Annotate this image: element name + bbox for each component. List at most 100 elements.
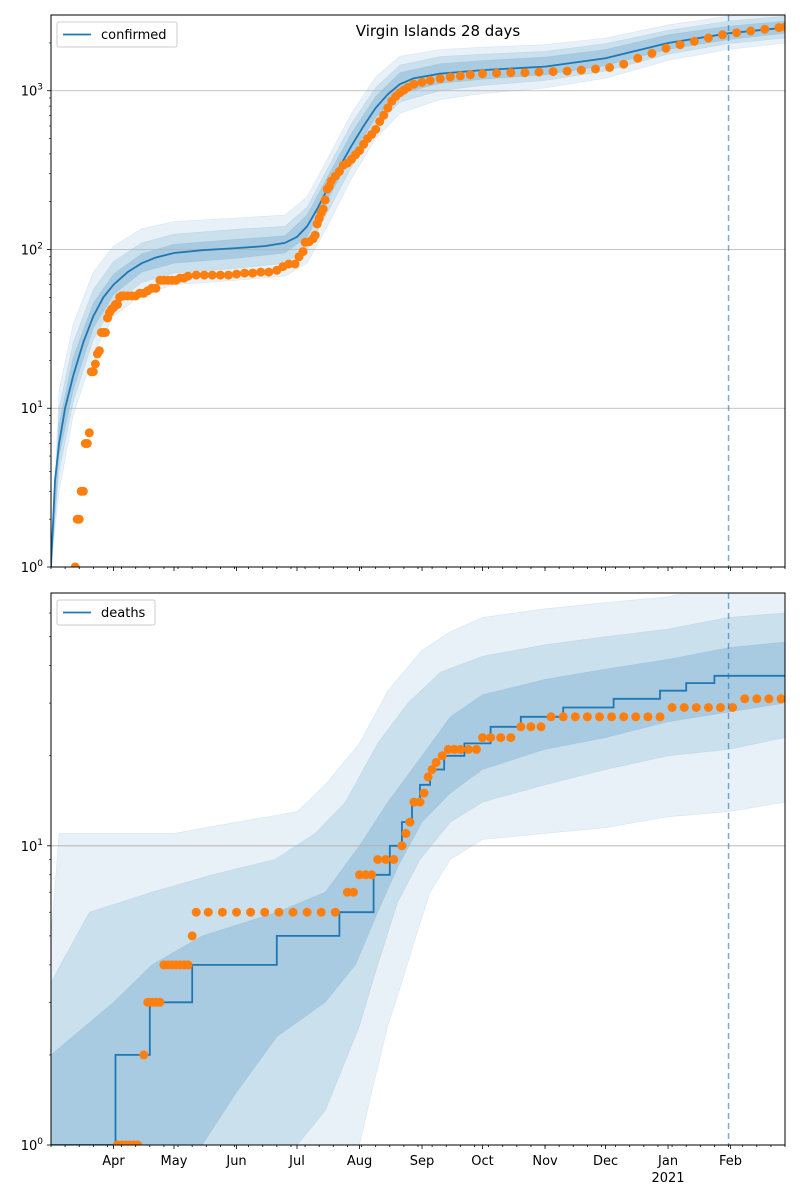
observed-point: [595, 712, 604, 722]
observed-point: [274, 907, 284, 917]
observed-point: [776, 694, 785, 704]
uncertainty-band: [51, 15, 785, 567]
x-tick-label: Apr: [102, 1154, 125, 1169]
observed-point: [689, 36, 699, 46]
confirmed-panel: 100 101 102 103 Virgin Islands 28 days conf…: [21, 14, 786, 576]
observed-point: [290, 259, 300, 269]
observed-point: [526, 722, 536, 732]
uncertainty-band: [51, 20, 785, 567]
observed-point: [591, 64, 600, 74]
observed-point: [437, 751, 447, 761]
deaths-series: [51, 674, 785, 1145]
observed-point: [183, 960, 193, 970]
y-tick-label: 100: [21, 1137, 44, 1154]
observed-point: [576, 65, 586, 75]
observed-point: [264, 267, 274, 277]
observed-point: [675, 40, 685, 50]
observed-point: [496, 733, 506, 743]
observed-point: [334, 167, 344, 176]
x-tick-label: Aug: [347, 1154, 372, 1169]
x-tick-year-label: 2021: [651, 1171, 684, 1186]
observed-point: [558, 712, 568, 722]
observed-point: [732, 28, 742, 38]
observed-point: [435, 74, 445, 84]
observed-point: [320, 195, 330, 205]
observed-point: [203, 907, 213, 917]
observed-point: [310, 230, 320, 240]
observed-point: [607, 712, 617, 722]
y-tick-label: 101: [21, 400, 43, 417]
legend-box: [56, 21, 178, 48]
observed-point: [191, 907, 201, 917]
observed-point: [661, 43, 671, 53]
x-tick-label: Sep: [410, 1154, 435, 1169]
observed-point: [74, 514, 84, 524]
observed-point: [199, 270, 209, 280]
observed-point: [316, 907, 326, 917]
confirmed-series: [51, 22, 785, 567]
observed-point: [409, 79, 419, 89]
observed-point: [643, 712, 653, 722]
observed-point: [371, 125, 381, 134]
observed-point: [379, 110, 389, 120]
observed-point: [465, 70, 475, 80]
observed-point: [728, 703, 738, 712]
observed-point: [232, 907, 241, 917]
observed-point: [389, 855, 399, 864]
observed-point: [506, 733, 516, 743]
observed-point: [100, 328, 110, 337]
observed-point: [78, 486, 88, 496]
legend-label-confirmed: confirmed: [101, 28, 167, 43]
observed-point: [562, 66, 572, 76]
x-tick-label: May: [161, 1154, 188, 1169]
observed-point: [256, 267, 266, 277]
observed-point: [423, 772, 433, 782]
observed-point: [455, 71, 465, 81]
observed-point: [139, 1050, 149, 1060]
observed-point: [415, 797, 425, 807]
observed-point: [516, 722, 526, 732]
observed-point: [367, 870, 377, 880]
observed-point: [401, 828, 411, 838]
observed-point: [82, 439, 92, 448]
observed-point: [217, 907, 227, 917]
observed-point: [397, 841, 407, 851]
observed-point: [445, 72, 455, 82]
y-tick-label: 103: [21, 83, 43, 100]
observed-point: [570, 712, 580, 722]
observed-point: [667, 703, 677, 712]
observed-point: [383, 103, 393, 113]
chart-title: Virgin Islands 28 days: [356, 22, 521, 40]
observed-point: [232, 269, 241, 279]
observed-point: [633, 53, 643, 63]
observed-point: [746, 26, 756, 36]
observed-point: [330, 907, 340, 917]
deaths-axes: Apr May Jun Jul Aug Sep Oct Nov Dec Jan 2021 Feb 100…: [21, 592, 786, 1186]
observed-point: [718, 30, 727, 40]
observed-point: [215, 270, 225, 280]
observed-point: [373, 855, 383, 864]
observed-point: [472, 744, 481, 754]
x-tick-label: Jan: [657, 1154, 678, 1169]
observed-point: [84, 428, 94, 438]
y-tick-label: 101: [21, 838, 43, 855]
observed-point: [187, 931, 197, 941]
observed-point: [716, 703, 725, 712]
observed-point: [478, 69, 487, 79]
observed-point: [298, 247, 308, 257]
observed-point: [703, 703, 713, 712]
y-tick-label: 102: [21, 241, 43, 258]
observed-point: [248, 268, 258, 278]
legend-box: [56, 599, 156, 626]
observed-point: [240, 268, 250, 278]
uncertainty-band: [51, 612, 785, 1145]
observed-point: [582, 712, 592, 722]
observed-point: [486, 733, 496, 743]
y-tick-label: 100: [21, 559, 44, 576]
observed-point: [260, 907, 270, 917]
observed-point: [113, 300, 122, 309]
x-tick-label: Oct: [471, 1154, 493, 1169]
observed-point: [740, 694, 750, 704]
observed-point: [631, 712, 641, 722]
observed-point: [133, 1140, 143, 1145]
